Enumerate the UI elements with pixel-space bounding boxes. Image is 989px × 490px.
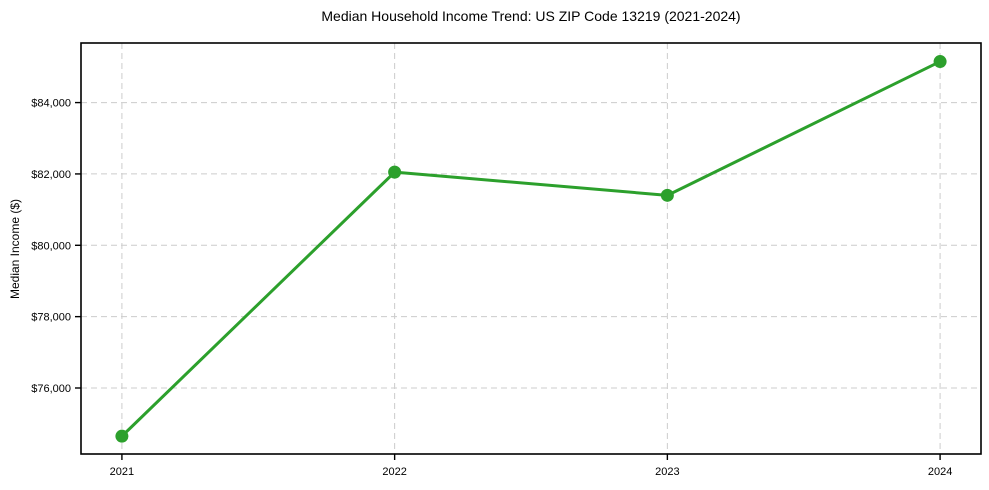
y-tick-label: $78,000 [31,312,71,324]
data-point-2022 [388,165,402,179]
x-tick-label: 2022 [382,466,406,478]
x-tick-label: 2021 [110,466,134,478]
y-tick-label: $80,000 [31,240,71,252]
trend-line [120,60,942,438]
axes-border [80,42,982,455]
x-tick-label: 2023 [655,466,679,478]
y-tick-label: $82,000 [31,169,71,181]
x-tick-label: 2024 [928,466,952,478]
chart-title: Median Household Income Trend: US ZIP Co… [321,8,741,24]
data-point-2021 [115,429,129,443]
y-tick-label: $84,000 [31,98,71,110]
y-tick-label: $76,000 [31,383,71,395]
data-point-2023 [660,188,674,202]
data-point-2024 [933,55,947,69]
